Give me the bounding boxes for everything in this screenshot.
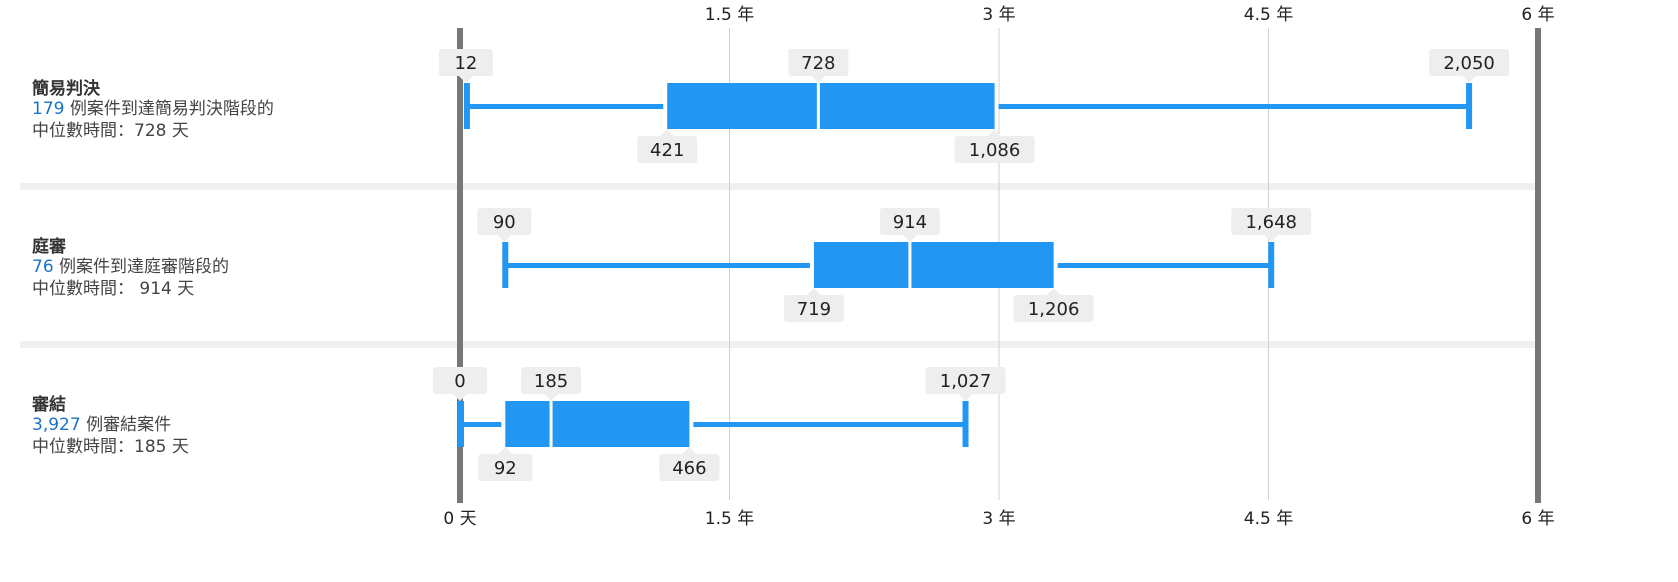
value-label-bg bbox=[1013, 295, 1094, 322]
top-tick-label: 1.5 年 bbox=[705, 5, 754, 25]
value-label-bg bbox=[478, 454, 533, 481]
whisker-right bbox=[693, 422, 964, 427]
median-time: 中位數時間： 914 天 bbox=[32, 279, 195, 299]
case-count: 179 bbox=[32, 99, 65, 119]
value-label-pointer bbox=[1462, 76, 1477, 83]
desc-text: 例案件到達簡易判決階段的 bbox=[64, 99, 274, 119]
desc-text: 例案件到達庭審階段的 bbox=[53, 257, 230, 277]
value-label-pointer bbox=[458, 76, 473, 83]
value-label: 1,206 bbox=[1028, 299, 1080, 320]
value-label: 728 bbox=[801, 53, 835, 74]
bottom-tick-label: 0 天 bbox=[443, 509, 476, 529]
whisker-right bbox=[1057, 263, 1270, 268]
value-label-bg bbox=[659, 454, 720, 481]
value-label-bg bbox=[783, 295, 844, 322]
whisker-left bbox=[462, 422, 502, 427]
value-label-pointer bbox=[902, 235, 917, 242]
case-count: 76 bbox=[32, 257, 54, 277]
value-label: 0 bbox=[454, 371, 465, 392]
value-label-bg bbox=[954, 136, 1035, 163]
desc-text: 例審結案件 bbox=[80, 415, 172, 435]
row-separator bbox=[20, 341, 1540, 348]
whisker-cap-max bbox=[1268, 242, 1275, 288]
whisker-cap-min bbox=[458, 401, 464, 447]
value-label: 2,050 bbox=[1443, 53, 1495, 74]
value-label-pointer bbox=[1046, 288, 1061, 295]
value-label-pointer bbox=[987, 129, 1002, 136]
value-label-pointer bbox=[682, 447, 697, 454]
value-label-bg bbox=[879, 208, 940, 235]
top-tick-label: 6 年 bbox=[1521, 5, 1554, 25]
value-label-pointer bbox=[544, 394, 559, 401]
value-label-bg bbox=[433, 367, 487, 394]
top-tick-label: 4.5 年 bbox=[1244, 5, 1293, 25]
value-label-pointer bbox=[806, 288, 821, 295]
row-title-summary-judgment: 簡易判決 bbox=[32, 79, 100, 99]
row-title-trial: 庭審 bbox=[32, 237, 66, 257]
value-label: 466 bbox=[672, 458, 706, 479]
value-label: 421 bbox=[650, 140, 684, 161]
median-line bbox=[908, 242, 912, 288]
whisker-left bbox=[467, 104, 664, 109]
whisker-left bbox=[506, 263, 810, 268]
value-label: 719 bbox=[797, 299, 831, 320]
value-label: 1,648 bbox=[1245, 212, 1297, 233]
value-label-pointer bbox=[660, 129, 675, 136]
value-label-bg bbox=[1231, 208, 1312, 235]
value-label-bg bbox=[637, 136, 698, 163]
bottom-tick-label: 3 年 bbox=[982, 509, 1015, 529]
case-count: 3,927 bbox=[32, 415, 81, 435]
bottom-tick-label: 4.5 年 bbox=[1244, 509, 1293, 529]
value-label: 12 bbox=[454, 53, 477, 74]
bottom-tick-label: 6 年 bbox=[1521, 509, 1554, 529]
value-label-bg bbox=[521, 367, 582, 394]
value-label: 90 bbox=[493, 212, 516, 233]
whisker-cap-max bbox=[1466, 83, 1473, 129]
iqr-box bbox=[813, 242, 1054, 288]
whisker-cap-max bbox=[962, 401, 969, 447]
median-line bbox=[816, 83, 820, 129]
iqr-box bbox=[505, 401, 690, 447]
value-label-bg bbox=[788, 49, 849, 76]
whisker-right bbox=[998, 104, 1468, 109]
value-label-bg bbox=[925, 367, 1006, 394]
value-label-pointer bbox=[498, 447, 513, 454]
iqr-box bbox=[667, 83, 995, 129]
value-label-bg bbox=[477, 208, 532, 235]
value-label: 1,086 bbox=[969, 140, 1021, 161]
bottom-tick-label: 1.5 年 bbox=[705, 509, 754, 529]
row-desc-summary-judgment: 179 例案件到達簡易判決階段的 中位數時間：728 天 bbox=[32, 98, 274, 142]
value-label: 185 bbox=[534, 371, 568, 392]
row-separator bbox=[20, 183, 1540, 190]
median-time: 中位數時間：185 天 bbox=[32, 437, 189, 457]
top-tick-label: 3 年 bbox=[982, 5, 1015, 25]
row-title-closed: 審結 bbox=[32, 395, 66, 415]
value-label-pointer bbox=[958, 394, 973, 401]
value-label: 1,027 bbox=[940, 371, 992, 392]
row-desc-closed: 3,927 例審結案件 中位數時間：185 天 bbox=[32, 414, 189, 458]
whisker-cap-min bbox=[463, 83, 470, 129]
median-time: 中位數時間：728 天 bbox=[32, 121, 189, 141]
row-desc-trial: 76 例案件到達庭審階段的 中位數時間： 914 天 bbox=[32, 256, 229, 300]
value-label: 92 bbox=[494, 458, 517, 479]
value-label-bg bbox=[1429, 49, 1510, 76]
value-label-pointer bbox=[811, 76, 826, 83]
median-line bbox=[549, 401, 553, 447]
value-label-bg bbox=[438, 49, 493, 76]
value-label-pointer bbox=[1264, 235, 1279, 242]
whisker-cap-min bbox=[502, 242, 509, 288]
value-label: 914 bbox=[893, 212, 927, 233]
value-label-pointer bbox=[453, 394, 467, 401]
value-label-pointer bbox=[497, 235, 512, 242]
